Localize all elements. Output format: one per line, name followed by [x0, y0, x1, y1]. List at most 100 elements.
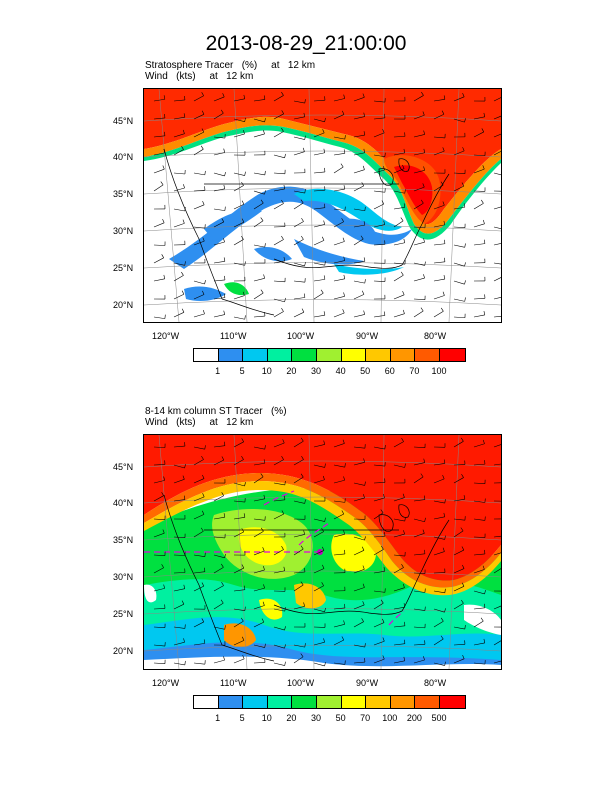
- wind-barb: [393, 554, 405, 557]
- wind-barb: [373, 132, 385, 138]
- wind-barb: [413, 262, 425, 266]
- wind-barb: [433, 608, 445, 613]
- wind-barb: [173, 293, 185, 300]
- wind-barb: [313, 662, 325, 667]
- wind-barb-flag: [204, 567, 206, 572]
- wind-barb: [233, 262, 245, 266]
- wind-barb-flag: [184, 206, 186, 212]
- wind-barb: [413, 644, 425, 646]
- wind-barb: [453, 280, 465, 285]
- wind-barb: [393, 313, 405, 318]
- wind-barb: [453, 118, 465, 123]
- wind-barb: [313, 531, 324, 538]
- wind-barb-flag: [364, 279, 366, 284]
- wind-barb-flag: [241, 564, 245, 569]
- wind-barb-flag: [163, 95, 166, 100]
- wind-barb-flag: [423, 238, 425, 243]
- wind-barb-flag: [223, 184, 226, 189]
- wind-barb: [473, 500, 485, 503]
- wind-barb: [293, 280, 305, 283]
- wind-barb: [473, 553, 485, 556]
- wind-barb-flag: [444, 661, 446, 666]
- wind-barb: [453, 96, 465, 102]
- wind-barb: [253, 662, 266, 664]
- wind-barb-flag: [323, 638, 325, 643]
- wind-barb-flag: [161, 254, 164, 258]
- wind-barb: [233, 482, 245, 487]
- wind-barb-flag: [344, 135, 346, 140]
- wind-barb: [253, 315, 265, 318]
- wind-barb-flag: [343, 620, 345, 625]
- wind-barb: [333, 98, 345, 102]
- wind-barb: [313, 224, 325, 228]
- colorbar-swatch: [267, 696, 293, 708]
- wind-barb: [353, 97, 365, 102]
- wind-barb: [293, 534, 305, 538]
- panel2-lon-label: 100°W: [287, 678, 315, 688]
- wind-barb-flag: [200, 145, 204, 150]
- wind-barb: [353, 261, 365, 264]
- wind-barb: [493, 315, 501, 318]
- wind-barb: [453, 568, 465, 574]
- wind-barb-flag: [182, 219, 185, 224]
- wind-barb: [193, 446, 205, 450]
- wind-barb-flag: [241, 235, 244, 240]
- wind-barb-flag: [362, 93, 365, 98]
- wind-barb: [233, 316, 245, 320]
- wind-barb: [213, 152, 225, 156]
- wind-barb-flag: [444, 588, 446, 593]
- wind-barb: [213, 241, 225, 246]
- wind-barb-flag: [442, 201, 445, 206]
- colorbar-label: 10: [261, 366, 272, 376]
- panel2-lon-label: 80°W: [424, 678, 447, 688]
- wind-barb: [393, 207, 405, 210]
- wind-barb: [193, 514, 205, 520]
- wind-barb-flag: [182, 475, 185, 480]
- wind-barb-flag: [220, 599, 224, 604]
- wind-barb-flag: [403, 603, 406, 608]
- wind-barb-flag: [443, 459, 446, 464]
- wind-barb: [453, 549, 464, 556]
- wind-barb: [433, 662, 445, 666]
- wind-barb: [373, 117, 385, 120]
- wind-barb: [153, 644, 165, 647]
- wind-barb-flag: [461, 473, 464, 478]
- wind-barb: [453, 316, 465, 319]
- wind-barb: [253, 278, 265, 282]
- wind-barb-flag: [444, 257, 446, 262]
- wind-barb-flag: [260, 289, 264, 294]
- wind-barb-flag: [181, 308, 185, 313]
- wind-barb-flag: [263, 95, 266, 100]
- wind-barb: [213, 314, 225, 318]
- wind-barb-flag: [444, 499, 446, 504]
- wind-barb: [273, 626, 285, 631]
- wind-barb-flag: [422, 183, 425, 188]
- wind-barb: [453, 185, 464, 192]
- wind-barb: [273, 131, 284, 138]
- wind-barb-flag: [383, 166, 385, 171]
- wind-barb-flag: [300, 653, 304, 657]
- panel1-lat-label: 45°N: [113, 116, 134, 126]
- wind-barb-flag: [362, 165, 365, 170]
- wind-barb: [273, 662, 285, 666]
- colorbar-swatch: [415, 696, 440, 708]
- wind-barb-flag: [383, 493, 385, 498]
- wind-barb-flag: [324, 463, 326, 468]
- wind-barb-flag: [304, 261, 306, 267]
- wind-barb-flag: [462, 564, 465, 569]
- wind-barb: [213, 172, 225, 177]
- wind-barb-flag: [164, 131, 166, 136]
- wind-barb-flag: [343, 185, 346, 190]
- wind-barb-flag: [304, 189, 306, 194]
- wind-barb-flag: [384, 445, 386, 450]
- wind-barb: [433, 478, 445, 484]
- wind-barb: [453, 518, 465, 521]
- wind-barb: [233, 640, 245, 646]
- wind-barb-flag: [483, 310, 486, 315]
- wind-barb: [173, 479, 185, 484]
- wind-barb: [453, 644, 465, 646]
- wind-barb: [473, 569, 485, 574]
- wind-barb-flag: [344, 463, 346, 468]
- wind-barb-flag: [363, 494, 365, 499]
- wind-barb-flag: [284, 661, 286, 666]
